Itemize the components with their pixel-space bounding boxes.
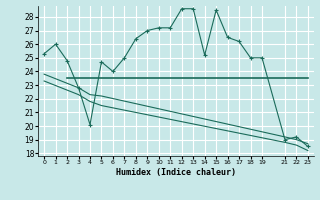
X-axis label: Humidex (Indice chaleur): Humidex (Indice chaleur) [116, 168, 236, 177]
